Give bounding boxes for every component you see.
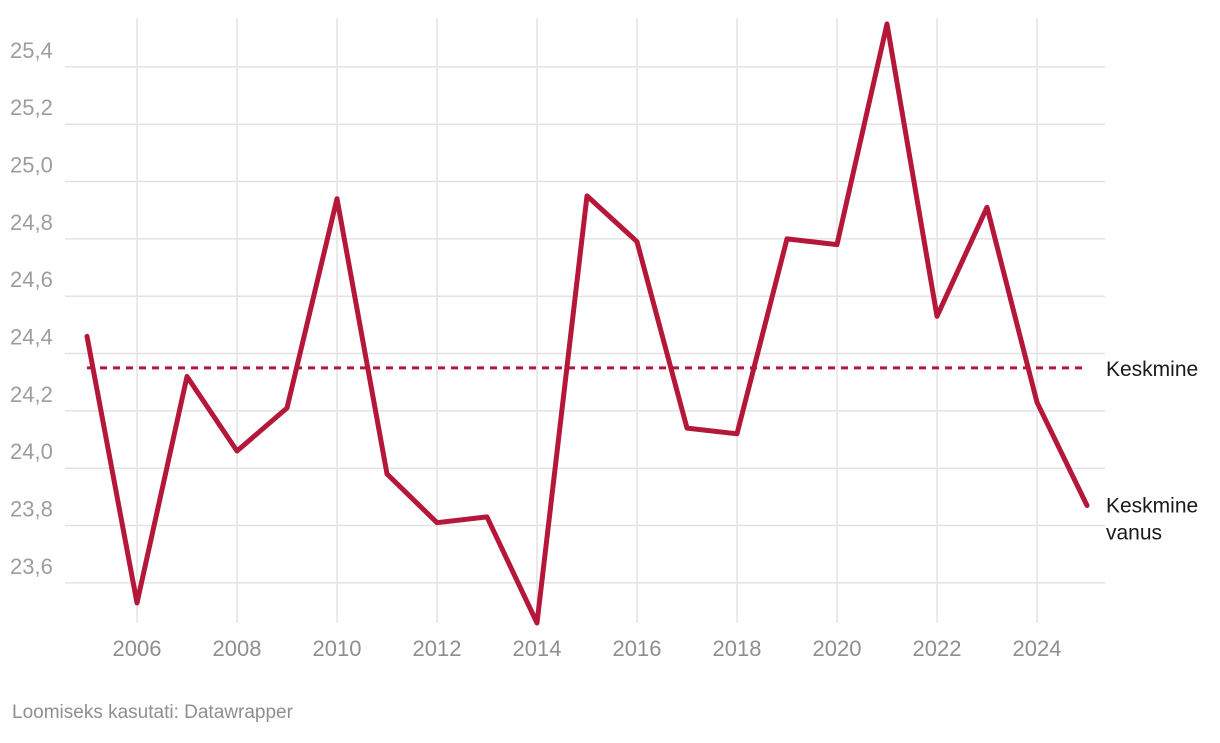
data-point (235, 449, 240, 454)
data-point (635, 239, 640, 244)
series-label-line: vanus (1106, 521, 1162, 544)
y-tick-label: 25,0 (10, 153, 53, 178)
data-point (735, 431, 740, 436)
y-tick-label: 24,0 (10, 439, 53, 464)
footer-note: Loomiseks kasutati: Datawrapper (12, 702, 293, 723)
data-point (435, 520, 440, 525)
y-tick-label: 25,2 (10, 95, 53, 120)
x-tick-label: 2016 (613, 636, 662, 661)
data-point (935, 314, 940, 319)
data-point (1085, 503, 1090, 508)
data-point (385, 471, 390, 476)
x-tick-label: 2020 (813, 636, 862, 661)
data-point (785, 236, 790, 241)
direct-labels: Keskmine Keskmine vanus (1106, 358, 1198, 545)
y-tick-label: 25,4 (10, 38, 53, 63)
y-tick-label: 23,6 (10, 554, 53, 579)
data-point (185, 374, 190, 379)
data-point (685, 426, 690, 431)
x-tick-label: 2024 (1013, 636, 1062, 661)
x-tick-label: 2008 (213, 636, 262, 661)
series-label: Keskmine vanus (1106, 494, 1198, 544)
data-point (535, 621, 540, 626)
y-tick-label: 24,2 (10, 382, 53, 407)
x-tick-label: 2022 (913, 636, 962, 661)
data-point (585, 193, 590, 198)
x-axis-tick-labels: 2006 2008 2010 2012 2014 2016 2018 2020 2022 2024 (113, 636, 1062, 661)
data-point (485, 514, 490, 519)
reference-line-label: Keskmine (1106, 358, 1198, 381)
y-axis-tick-labels: 23,6 23,8 24,0 24,2 24,4 24,6 24,8 25,0 25,2 25,4 (10, 38, 53, 579)
y-tick-label: 24,4 (10, 325, 53, 350)
horizontal-gridlines (65, 66, 1105, 584)
series-label-line: Keskmine (1106, 494, 1198, 517)
x-tick-label: 2012 (413, 636, 462, 661)
data-point (135, 600, 140, 605)
x-tick-label: 2014 (513, 636, 562, 661)
series-line (84, 21, 1090, 626)
data-point (835, 242, 840, 247)
data-point (985, 205, 990, 210)
series-layer (84, 21, 1090, 626)
data-point (85, 334, 90, 339)
y-tick-label: 24,6 (10, 267, 53, 292)
y-tick-label: 23,8 (10, 497, 53, 522)
x-tick-label: 2010 (313, 636, 362, 661)
data-point (1035, 400, 1040, 405)
data-point (885, 21, 890, 26)
x-tick-label: 2018 (713, 636, 762, 661)
y-tick-label: 24,8 (10, 210, 53, 235)
x-tick-label: 2006 (113, 636, 162, 661)
data-point (285, 406, 290, 411)
vertical-gridlines (136, 18, 1038, 623)
data-point (335, 196, 340, 201)
